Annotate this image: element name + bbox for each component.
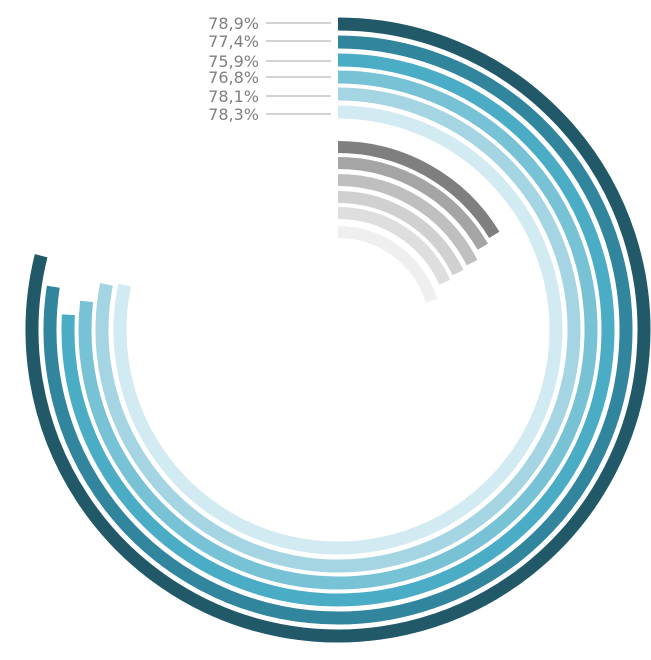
inner-arc-1 bbox=[337, 141, 500, 238]
outer-arc-1 bbox=[25, 17, 651, 643]
data-label: 78,9% bbox=[208, 14, 259, 33]
data-label: 76,8% bbox=[208, 68, 259, 87]
outer-arc-2 bbox=[43, 35, 633, 625]
value-labels: 78,9% 77,4% 75,9% 76,8% 78,1% 78,3% bbox=[208, 14, 331, 124]
data-label: 77,4% bbox=[208, 32, 259, 51]
inner-arc-4 bbox=[337, 191, 464, 276]
inner-arc-5 bbox=[337, 207, 451, 285]
outer-arc-5 bbox=[95, 87, 581, 573]
data-label: 78,1% bbox=[208, 87, 259, 106]
outer-arc-4 bbox=[78, 70, 598, 590]
outer-arc-6 bbox=[113, 105, 563, 555]
data-label: 78,3% bbox=[208, 105, 259, 124]
inner-ring-arcs bbox=[337, 141, 500, 303]
outer-arc-3 bbox=[61, 53, 615, 607]
outer-ring-arcs bbox=[25, 17, 651, 643]
inner-arc-3 bbox=[337, 174, 478, 266]
inner-arc-2 bbox=[337, 157, 489, 250]
data-label: 75,9% bbox=[208, 52, 259, 71]
inner-arc-6 bbox=[337, 226, 438, 303]
